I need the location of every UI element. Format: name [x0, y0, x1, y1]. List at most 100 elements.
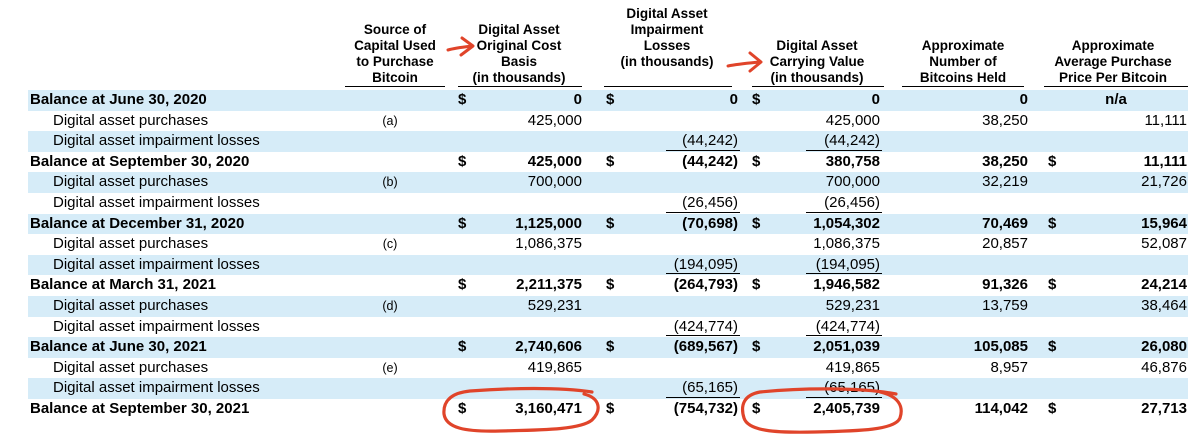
header-rule [902, 86, 1024, 87]
table-row: Digital asset impairment losses (44,242) (… [28, 131, 1188, 152]
carrying-value: 380,758 [825, 152, 880, 170]
impairment-value: 0 [729, 91, 738, 108]
avg-price-value: 15,964 [1141, 214, 1187, 232]
bitcoins-held-value: 13,759 [982, 297, 1028, 314]
avg-price-value: 38,464 [1141, 297, 1187, 314]
currency-symbol: $ [752, 338, 761, 356]
header-rule [458, 86, 582, 87]
bitcoins-held-value: 8,957 [990, 358, 1028, 376]
carrying-value: 529,231 [825, 297, 880, 314]
carrying-value: 1,054,302 [813, 214, 880, 232]
row-label: Digital asset purchases [53, 358, 209, 376]
impairment-value: (424,774) [673, 317, 738, 335]
bitcoins-held-value: 114,042 [974, 400, 1028, 417]
table-row: Digital asset impairment losses (424,774)… [28, 317, 1188, 338]
currency-symbol: $ [606, 276, 615, 294]
avg-price-value: 52,087 [1141, 235, 1187, 253]
row-label: Digital asset impairment losses [53, 132, 260, 150]
currency-symbol: $ [1048, 152, 1057, 170]
carrying-value: (44,242) [824, 132, 880, 150]
bitcoins-held-value: 0 [1019, 91, 1028, 108]
impairment-value: (689,567) [673, 338, 738, 356]
currency-symbol: $ [458, 214, 467, 232]
carrying-value: (194,095) [815, 255, 880, 273]
carrying-value: 1,946,582 [813, 276, 880, 294]
currency-symbol: $ [606, 214, 615, 232]
carrying-value: 419,865 [825, 358, 880, 376]
currency-symbol: $ [752, 276, 761, 294]
header-rule [345, 86, 445, 87]
table-row: Digital asset purchases (b) 700,000 700,000… [28, 172, 1188, 193]
header-rule [752, 86, 884, 87]
bitcoins-held-value: 105,085 [973, 338, 1028, 356]
footnote-ref: (c) [382, 237, 398, 252]
row-label: Digital asset purchases [53, 173, 209, 191]
carrying-value: 2,405,739 [813, 400, 880, 417]
balance-row: Balance at September 30, 2021 $3,160,471 $… [28, 399, 1188, 420]
bitcoins-held-value: 38,250 [982, 152, 1028, 170]
currency-symbol: $ [1048, 276, 1057, 294]
avg-price-value: 24,214 [1141, 276, 1187, 294]
currency-symbol: $ [1048, 214, 1057, 232]
carrying-value: (424,774) [815, 317, 880, 335]
row-label: Balance at March 31, 2021 [30, 276, 216, 294]
currency-symbol: $ [606, 338, 615, 356]
header-impairment-losses: Digital Asset Impairment Losses (in thou… [620, 6, 714, 69]
subtotal-underline [806, 335, 882, 337]
currency-symbol: $ [1048, 338, 1057, 356]
subtotal-underline [806, 396, 882, 398]
currency-symbol: $ [752, 400, 761, 417]
subtotal-underline [806, 149, 882, 151]
cost-basis-value: 419,865 [527, 358, 582, 376]
table-row: Digital asset purchases (c) 1,086,375 1,086… [28, 234, 1188, 255]
avg-price-value: 21,726 [1141, 173, 1187, 191]
impairment-value: (26,456) [682, 194, 738, 211]
row-label: Digital asset purchases [53, 297, 209, 314]
carrying-value: 700,000 [825, 173, 880, 191]
cost-basis-value: 0 [573, 91, 582, 108]
subtotal-underline [666, 149, 740, 151]
row-label: Digital asset impairment losses [53, 255, 260, 273]
table-row: Digital asset purchases (a) 425,000 425,000… [28, 111, 1188, 132]
footnote-ref: (d) [382, 299, 398, 313]
subtotal-underline [666, 273, 740, 275]
avg-price-value: 11,111 [1144, 111, 1187, 129]
impairment-value: (194,095) [673, 255, 738, 273]
row-label: Balance at December 31, 2020 [30, 214, 245, 232]
bitcoins-held-value: 70,469 [982, 214, 1028, 232]
table-row: Digital asset impairment losses (65,165) (… [28, 378, 1188, 399]
row-label: Balance at June 30, 2021 [30, 338, 207, 356]
cost-basis-value: 529,231 [527, 297, 582, 314]
impairment-value: (44,242) [682, 132, 738, 150]
currency-symbol: $ [458, 91, 467, 108]
header-rule [1044, 86, 1188, 87]
currency-symbol: $ [606, 152, 615, 170]
carrying-value: 2,051,039 [813, 338, 880, 356]
row-label: Balance at September 30, 2021 [30, 400, 250, 417]
row-label: Balance at June 30, 2020 [30, 91, 207, 108]
impairment-value: (44,242) [682, 152, 738, 170]
impairment-value: (70,698) [682, 214, 738, 232]
currency-symbol: $ [458, 152, 467, 170]
currency-symbol: $ [752, 91, 761, 108]
impairment-value: (754,732) [673, 400, 738, 417]
currency-symbol: $ [752, 152, 761, 170]
bitcoins-held-value: 32,219 [982, 173, 1028, 191]
cost-basis-value: 2,211,375 [516, 276, 582, 294]
subtotal-underline [666, 335, 740, 337]
row-label: Balance at September 30, 2020 [30, 152, 250, 170]
carrying-value: 1,086,375 [813, 235, 880, 253]
table-row: Digital asset impairment losses (194,095)… [28, 254, 1188, 276]
carrying-value: (26,456) [824, 194, 880, 211]
table-row: Digital asset impairment losses (26,456) (… [28, 193, 1188, 214]
balance-row: Balance at June 30, 2020 $0 $0 $0 0 n/a [28, 90, 1188, 111]
subtotal-underline [666, 396, 740, 398]
subtotal-underline [806, 211, 882, 213]
table-row: Digital asset purchases (e) 419,865 419,865… [28, 358, 1188, 379]
header-average-price: Approximate Average Purchase Price Per B… [1054, 38, 1172, 85]
row-label: Digital asset impairment losses [53, 379, 260, 397]
currency-symbol: $ [606, 400, 615, 417]
bitcoins-held-value: 38,250 [982, 111, 1028, 129]
avg-price-value: 27,713 [1141, 400, 1187, 417]
row-label: Digital asset purchases [53, 111, 209, 129]
